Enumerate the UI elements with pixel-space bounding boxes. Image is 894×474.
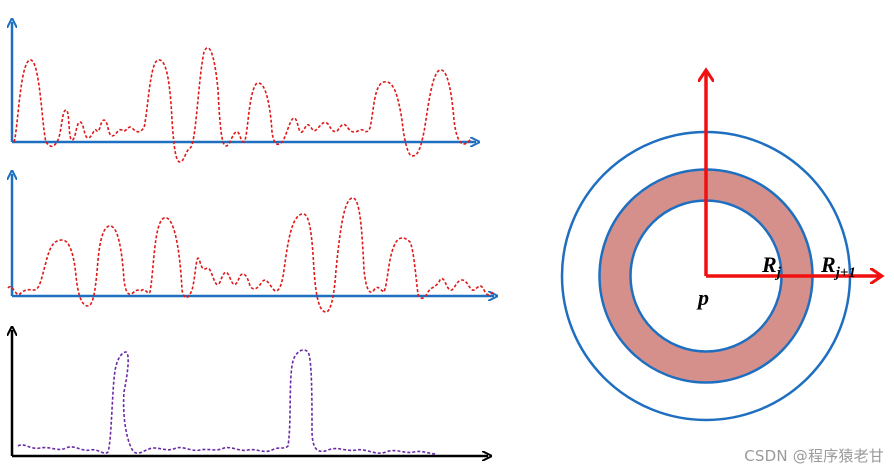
radius-label-rj1: Rj+1 [820, 252, 856, 281]
radius-label-rj: Rj [761, 252, 782, 281]
signal-panel-1 [12, 22, 476, 163]
radius-rj-subscript: j [775, 265, 782, 281]
ring-diagram: p Rj Rj+1 [560, 72, 880, 422]
panel3-signal [17, 349, 437, 455]
radius-rj1-base: R [820, 252, 836, 277]
panel1-signal [13, 47, 473, 163]
watermark-text: CSDN @程序猿老甘 [744, 447, 884, 465]
radius-rj-base: R [761, 252, 777, 277]
radius-rj1-subscript: j+1 [834, 265, 856, 281]
signal-panel-2 [7, 174, 495, 313]
center-label-p: p [696, 285, 709, 310]
signal-panel-3 [12, 330, 488, 456]
panel2-signal [7, 197, 495, 313]
